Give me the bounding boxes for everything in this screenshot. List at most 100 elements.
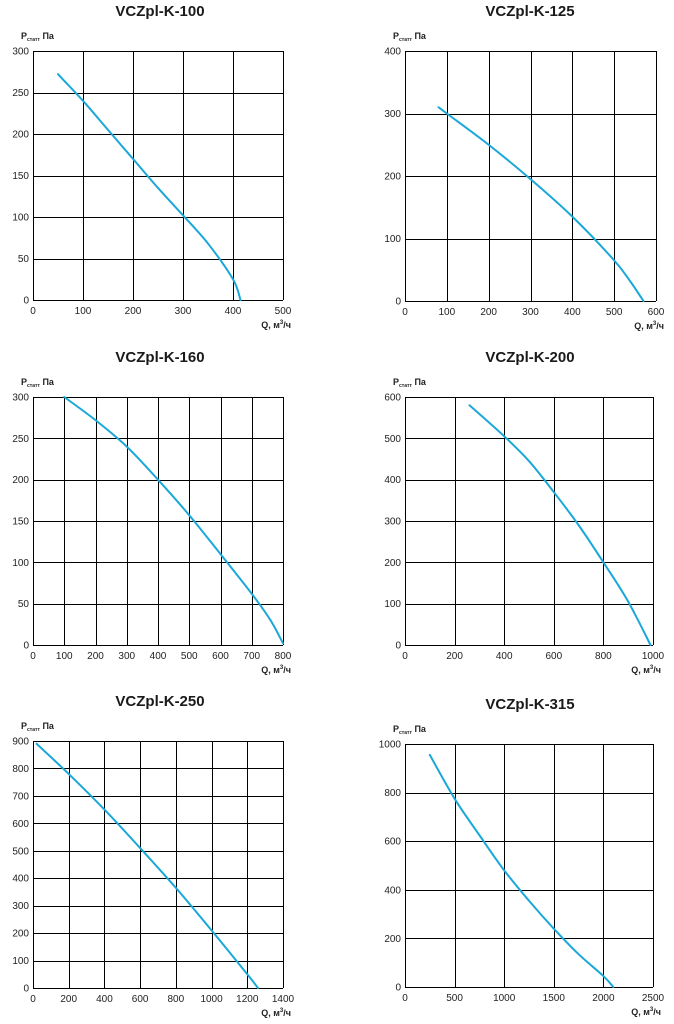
y-tick-label: 250 — [12, 88, 29, 99]
y-axis-label: Pстатт Па — [393, 724, 427, 736]
x-tick-label: 1000 — [493, 993, 516, 1004]
y-tick-label: 200 — [384, 934, 401, 945]
chart-title: VCZpl-K-100 — [115, 3, 204, 20]
y-tick-label: 400 — [384, 885, 401, 896]
y-tick-label: 700 — [12, 791, 29, 802]
y-tick-label: 200 — [384, 558, 401, 569]
x-tick-label: 100 — [438, 307, 455, 318]
pressure-curve — [428, 753, 615, 988]
y-tick-label: 100 — [384, 234, 401, 245]
x-tick-label: 300 — [175, 306, 192, 317]
x-tick-label: 800 — [168, 994, 185, 1005]
x-tick-label: 200 — [60, 994, 77, 1005]
x-tick-label: 300 — [118, 651, 135, 662]
x-axis-label: Q, м3/ч — [261, 320, 291, 330]
y-tick-label: 900 — [12, 737, 29, 748]
y-axis-label: Pстатт Па — [21, 721, 55, 733]
y-tick-label: 300 — [12, 393, 29, 404]
pressure-curve — [57, 73, 242, 301]
y-tick-label: 400 — [384, 475, 401, 486]
x-tick-label: 200 — [125, 306, 142, 317]
x-tick-label: 1000 — [642, 651, 665, 662]
chart-title: VCZpl-K-160 — [115, 349, 204, 366]
y-tick-label: 200 — [12, 475, 29, 486]
y-tick-label: 100 — [384, 599, 401, 610]
y-tick-label: 600 — [384, 393, 401, 404]
x-tick-label: 500 — [275, 306, 292, 317]
pressure-curve — [63, 396, 284, 645]
y-tick-label: 0 — [23, 984, 29, 995]
y-tick-label: 300 — [12, 901, 29, 912]
x-tick-label: 500 — [606, 307, 623, 318]
x-tick-label: 0 — [30, 306, 36, 317]
y-axis-label: Pстатт Па — [21, 377, 55, 389]
x-tick-label: 500 — [446, 993, 463, 1004]
x-tick-label: 0 — [30, 651, 36, 662]
y-tick-label: 300 — [384, 109, 401, 120]
x-tick-label: 400 — [225, 306, 242, 317]
chart-title: VCZpl-K-125 — [485, 3, 574, 20]
y-tick-label: 800 — [12, 764, 29, 775]
x-tick-label: 600 — [132, 994, 149, 1005]
y-tick-label: 150 — [12, 171, 29, 182]
x-tick-label: 0 — [402, 651, 408, 662]
x-tick-label: 700 — [243, 651, 260, 662]
y-tick-label: 300 — [12, 47, 29, 58]
y-tick-label: 150 — [12, 517, 29, 528]
x-tick-label: 1400 — [272, 994, 295, 1005]
x-tick-label: 200 — [446, 651, 463, 662]
x-tick-label: 400 — [496, 651, 513, 662]
x-tick-label: 400 — [564, 307, 581, 318]
y-axis-label: Pстатт Па — [393, 377, 427, 389]
chart-panel: VCZpl-K-160 Pстатт Па Q, м3/ч 0 100 200 300 400… — [12, 349, 291, 675]
y-tick-label: 1000 — [379, 740, 402, 751]
y-axis-label: Pстатт Па — [21, 31, 55, 43]
chart-title: VCZpl-K-200 — [485, 349, 574, 366]
y-tick-label: 0 — [23, 296, 29, 307]
y-tick-label: 0 — [395, 983, 401, 994]
x-axis-label: Q, м3/ч — [261, 665, 291, 675]
y-tick-label: 500 — [12, 846, 29, 857]
x-tick-label: 1000 — [200, 994, 223, 1005]
chart-panel: VCZpl-K-250 Pстатт Па Q, м3/ч 0 200 400 600 800… — [12, 693, 294, 1018]
x-tick-label: 100 — [75, 306, 92, 317]
x-axis-label: Q, м3/ч — [261, 1008, 291, 1018]
y-tick-label: 200 — [12, 130, 29, 141]
y-tick-label: 0 — [23, 641, 29, 652]
x-tick-label: 0 — [402, 993, 408, 1004]
x-tick-label: 800 — [275, 651, 292, 662]
x-tick-label: 300 — [522, 307, 539, 318]
pressure-curve — [468, 404, 652, 646]
x-tick-label: 1500 — [543, 993, 566, 1004]
y-tick-label: 0 — [395, 297, 401, 308]
chart-panel: VCZpl-K-125 Pстатт Па Q, м3/ч 0 100 200 300 400… — [384, 3, 664, 331]
x-tick-label: 0 — [30, 994, 36, 1005]
y-axis-label: Pстатт Па — [393, 31, 427, 43]
y-tick-label: 100 — [12, 956, 29, 967]
y-tick-label: 50 — [18, 254, 30, 265]
x-tick-label: 600 — [648, 307, 665, 318]
y-tick-label: 500 — [384, 434, 401, 445]
x-tick-label: 2000 — [592, 993, 615, 1004]
x-axis-label: Q, м3/ч — [634, 321, 664, 331]
y-tick-label: 400 — [384, 47, 401, 58]
chart-title: VCZpl-K-315 — [485, 696, 574, 713]
chart-panel: VCZpl-K-100 Pстатт Па Q, м3/ч 0 100 200 300 400… — [12, 3, 291, 330]
x-axis-label: Q, м3/ч — [631, 665, 661, 675]
y-tick-label: 0 — [395, 641, 401, 652]
x-tick-label: 200 — [87, 651, 104, 662]
x-axis-label: Q, м3/ч — [631, 1007, 661, 1017]
y-tick-label: 800 — [384, 788, 401, 799]
chart-panel: VCZpl-K-200 Pстатт Па Q, м3/ч 0 200 400 600 800… — [384, 349, 664, 675]
y-tick-label: 100 — [12, 558, 29, 569]
x-tick-label: 800 — [595, 651, 612, 662]
x-tick-label: 100 — [56, 651, 73, 662]
y-tick-label: 600 — [12, 819, 29, 830]
y-tick-label: 200 — [12, 929, 29, 940]
x-tick-label: 600 — [212, 651, 229, 662]
y-tick-label: 100 — [12, 213, 29, 224]
x-tick-label: 600 — [545, 651, 562, 662]
y-tick-label: 300 — [384, 517, 401, 528]
pressure-curve — [437, 106, 645, 302]
